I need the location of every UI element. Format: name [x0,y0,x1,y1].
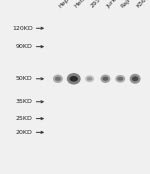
Ellipse shape [55,77,61,81]
Ellipse shape [132,76,138,81]
Ellipse shape [130,74,141,84]
Ellipse shape [117,77,123,81]
Text: Raji: Raji [120,0,132,9]
Text: K562: K562 [135,0,150,9]
Ellipse shape [100,75,110,83]
Text: 25KD: 25KD [16,116,33,121]
Text: 90KD: 90KD [16,44,33,49]
Text: HepG2: HepG2 [58,0,77,9]
Ellipse shape [87,77,92,81]
Text: 120KD: 120KD [12,26,33,31]
Ellipse shape [70,76,78,82]
Text: 20KD: 20KD [16,130,33,135]
Text: 50KD: 50KD [16,76,33,81]
Text: Hela: Hela [74,0,87,9]
Text: Jurkat: Jurkat [105,0,122,9]
Ellipse shape [115,75,125,83]
Ellipse shape [53,75,63,83]
Ellipse shape [85,75,94,82]
Ellipse shape [67,73,81,85]
Text: 293T: 293T [90,0,104,9]
Text: 35KD: 35KD [16,99,33,104]
Ellipse shape [102,77,108,81]
